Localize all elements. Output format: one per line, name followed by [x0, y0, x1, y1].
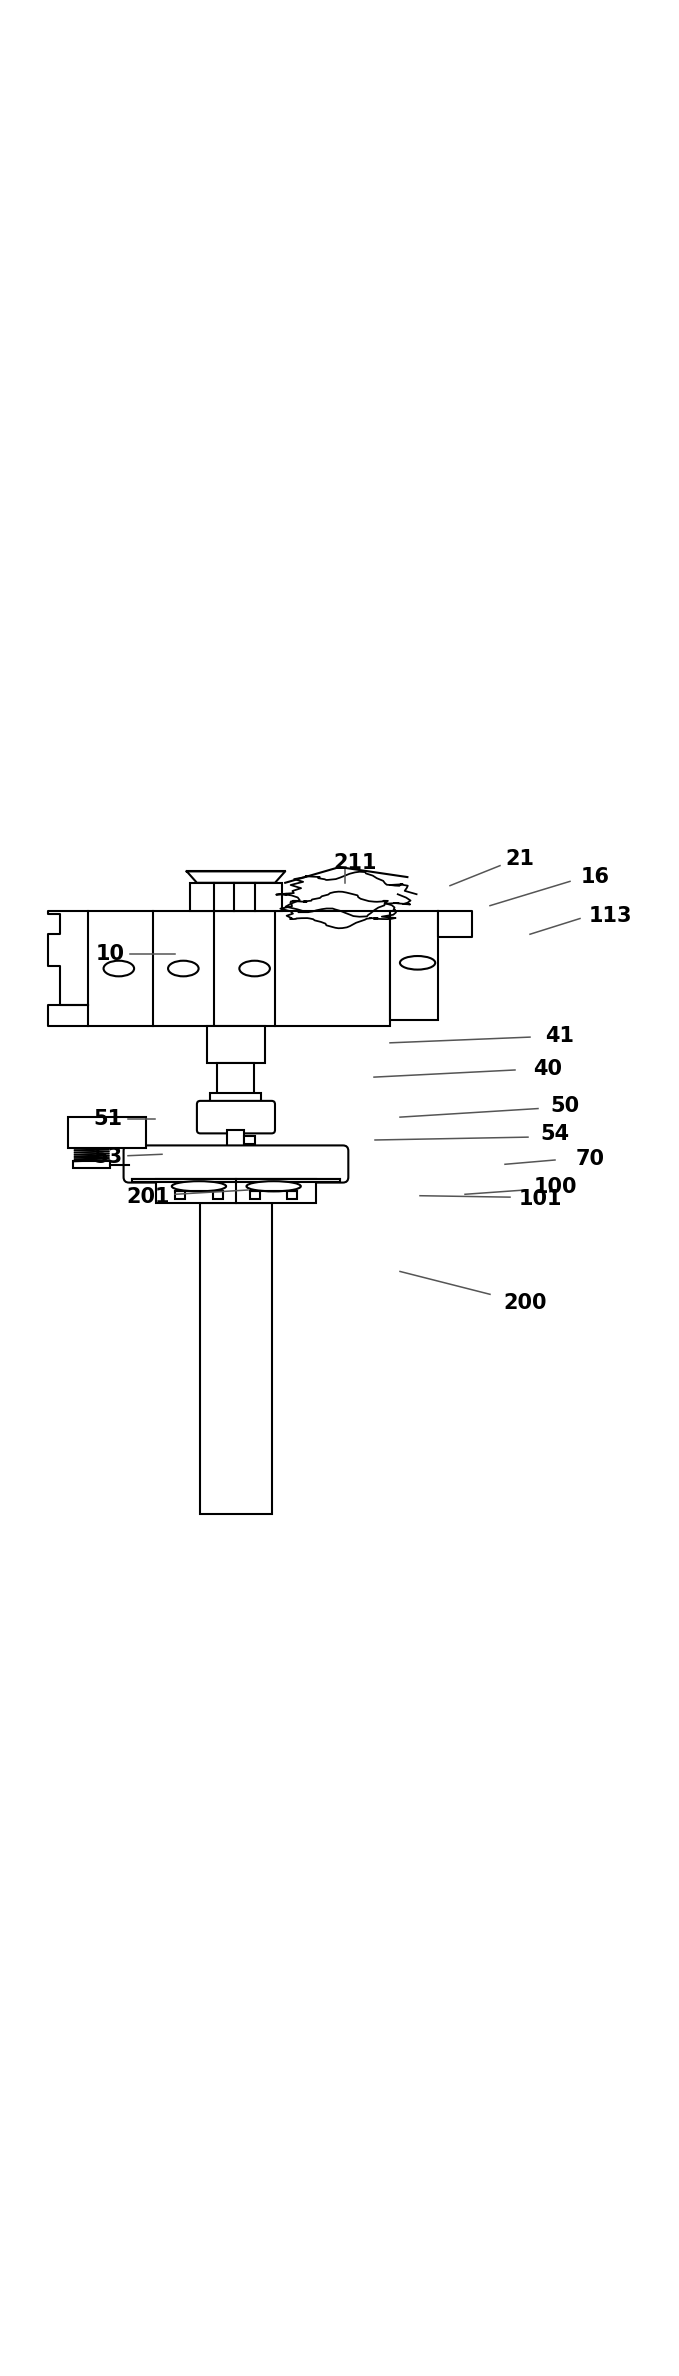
Bar [73, 1162, 110, 1169]
FancyBboxPatch shape [124, 1145, 348, 1183]
Text: 113: 113 [588, 905, 631, 927]
Bar [200, 1202, 272, 1514]
Bar [213, 1190, 223, 1198]
Text: 21: 21 [505, 848, 534, 870]
Bar [217, 1062, 254, 1095]
Text: 200: 200 [503, 1293, 547, 1314]
Text: 10: 10 [96, 943, 124, 965]
Bar [132, 1178, 340, 1181]
Ellipse shape [239, 960, 270, 977]
Ellipse shape [103, 960, 134, 977]
Ellipse shape [400, 955, 435, 969]
Bar [244, 1136, 255, 1145]
Bar [207, 1026, 265, 1062]
Bar [156, 1178, 316, 1202]
Bar [210, 1093, 261, 1105]
Text: 101: 101 [518, 1188, 562, 1209]
Polygon shape [438, 912, 472, 936]
Bar [250, 1190, 260, 1198]
Bar [175, 1190, 185, 1198]
Text: 16: 16 [581, 867, 610, 886]
Bar [88, 912, 390, 1026]
Text: 54: 54 [540, 1124, 570, 1145]
Bar [227, 1131, 244, 1152]
Text: 51: 51 [94, 1110, 123, 1129]
Text: 41: 41 [545, 1026, 574, 1045]
Bar [287, 1190, 297, 1198]
Text: 201: 201 [126, 1188, 170, 1207]
Text: 53: 53 [94, 1148, 123, 1167]
Bar [68, 1117, 146, 1148]
Text: 70: 70 [576, 1148, 604, 1169]
Bar [190, 884, 282, 912]
Polygon shape [187, 872, 285, 884]
Ellipse shape [172, 1181, 226, 1190]
Ellipse shape [168, 960, 199, 977]
Text: 40: 40 [534, 1060, 562, 1079]
FancyBboxPatch shape [197, 1100, 275, 1133]
Polygon shape [48, 912, 88, 1026]
Bar [390, 912, 438, 1019]
Ellipse shape [246, 1181, 301, 1190]
Text: 100: 100 [533, 1176, 576, 1198]
Text: 50: 50 [551, 1095, 580, 1117]
Text: 211: 211 [333, 853, 377, 872]
